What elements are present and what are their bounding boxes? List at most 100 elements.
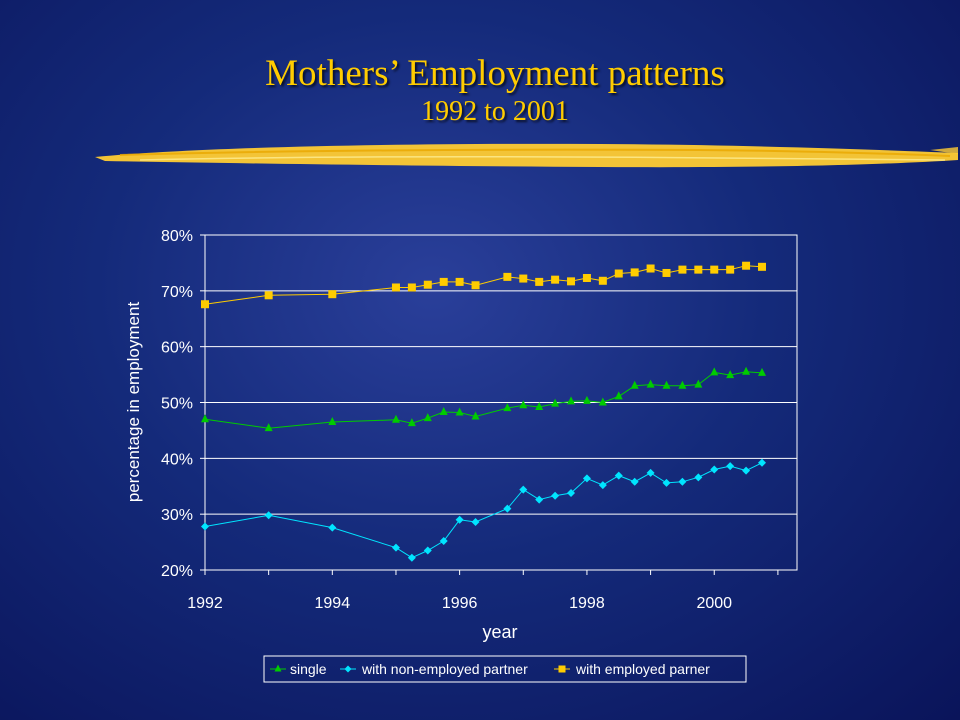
data-point (614, 269, 623, 278)
data-point (678, 380, 687, 389)
x-tick-label: 1998 (569, 595, 605, 612)
data-point (455, 407, 464, 416)
data-point (694, 379, 703, 388)
title-line-2: 1992 to 2001 (421, 96, 569, 127)
data-point (328, 290, 337, 299)
data-point (646, 264, 655, 273)
series-1 (201, 458, 766, 562)
y-axis-label: percentage in employment (124, 302, 143, 503)
data-point (264, 291, 273, 300)
y-axis-ticks: 20% 30% 40% 50% 60% 70% 80% (161, 228, 205, 580)
y-tick-label: 20% (161, 563, 193, 580)
x-tick-label: 1992 (187, 595, 223, 612)
data-point (582, 273, 591, 282)
data-point (614, 391, 623, 400)
data-point (598, 397, 607, 406)
legend-marker-1 (344, 665, 352, 673)
x-tick-label: 1996 (442, 595, 478, 612)
y-tick-label: 60% (161, 340, 193, 357)
legend-label: single (290, 661, 327, 677)
data-point (582, 395, 591, 404)
data-point (726, 370, 735, 379)
title-line-1: Mothers’ Employment patterns (265, 53, 725, 94)
data-point (757, 458, 766, 467)
data-point (678, 265, 687, 274)
series-group (201, 261, 766, 562)
data-point (423, 280, 432, 289)
legend-label: with non-employed partner (361, 661, 528, 677)
data-point (439, 277, 448, 286)
x-axis-ticks: 1992 1994 1996 1998 2000 (187, 570, 779, 612)
data-point (694, 265, 703, 274)
data-point (519, 274, 528, 283)
legend-marker-0 (274, 664, 282, 672)
data-point (582, 474, 591, 483)
data-point (407, 283, 416, 292)
data-point (662, 268, 671, 277)
series-2 (201, 261, 766, 309)
data-point (328, 523, 337, 532)
data-point (646, 468, 655, 477)
data-point (264, 511, 273, 520)
data-point (391, 543, 400, 552)
data-point (328, 417, 337, 426)
data-point (455, 277, 464, 286)
data-point (455, 515, 464, 524)
data-point (535, 401, 544, 410)
legend: single with non-employed partner with empl… (263, 655, 747, 683)
data-point (519, 400, 528, 409)
data-point (535, 277, 544, 286)
data-point (423, 413, 432, 422)
y-tick-label: 80% (161, 228, 193, 245)
y-tick-label: 40% (161, 451, 193, 468)
series-line-0 (204, 371, 763, 429)
data-point (646, 379, 655, 388)
data-point (551, 275, 560, 284)
data-point (694, 473, 703, 482)
x-axis-label: year (482, 622, 517, 642)
data-point (757, 367, 766, 376)
data-point (503, 403, 512, 412)
data-point (439, 406, 448, 415)
data-point (567, 488, 576, 497)
data-point (710, 265, 719, 274)
legend-label: with employed parner (575, 661, 710, 677)
y-tick-label: 70% (161, 284, 193, 301)
data-point (503, 504, 512, 513)
legend-marker-2 (558, 665, 566, 673)
y-tick-label: 50% (161, 396, 193, 413)
data-point (567, 277, 576, 286)
data-point (535, 495, 544, 504)
legend-frame (263, 655, 747, 683)
data-point (598, 276, 607, 285)
data-point (598, 481, 607, 490)
data-point (614, 471, 623, 480)
data-point (201, 414, 209, 423)
data-point (630, 268, 639, 277)
data-point (519, 485, 528, 494)
data-point (439, 536, 448, 545)
data-point (630, 477, 639, 486)
data-point (471, 411, 480, 420)
y-tick-label: 30% (161, 507, 193, 524)
data-point (391, 283, 400, 292)
data-point (551, 398, 560, 407)
data-point (630, 380, 639, 389)
data-point (471, 281, 480, 290)
data-point (391, 414, 400, 423)
data-point (407, 418, 416, 427)
data-point (423, 546, 432, 555)
data-point (742, 261, 751, 270)
x-tick-label: 2000 (696, 595, 732, 612)
data-point (201, 522, 209, 531)
data-point (742, 366, 751, 375)
data-point (710, 465, 719, 474)
data-point (757, 262, 766, 271)
data-point (201, 300, 209, 309)
series-0 (201, 366, 766, 432)
data-point (503, 272, 512, 281)
data-point (264, 423, 273, 432)
slide-title: Mothers’ Employment patterns 1992 to 200… (0, 52, 960, 128)
data-point (471, 517, 480, 526)
